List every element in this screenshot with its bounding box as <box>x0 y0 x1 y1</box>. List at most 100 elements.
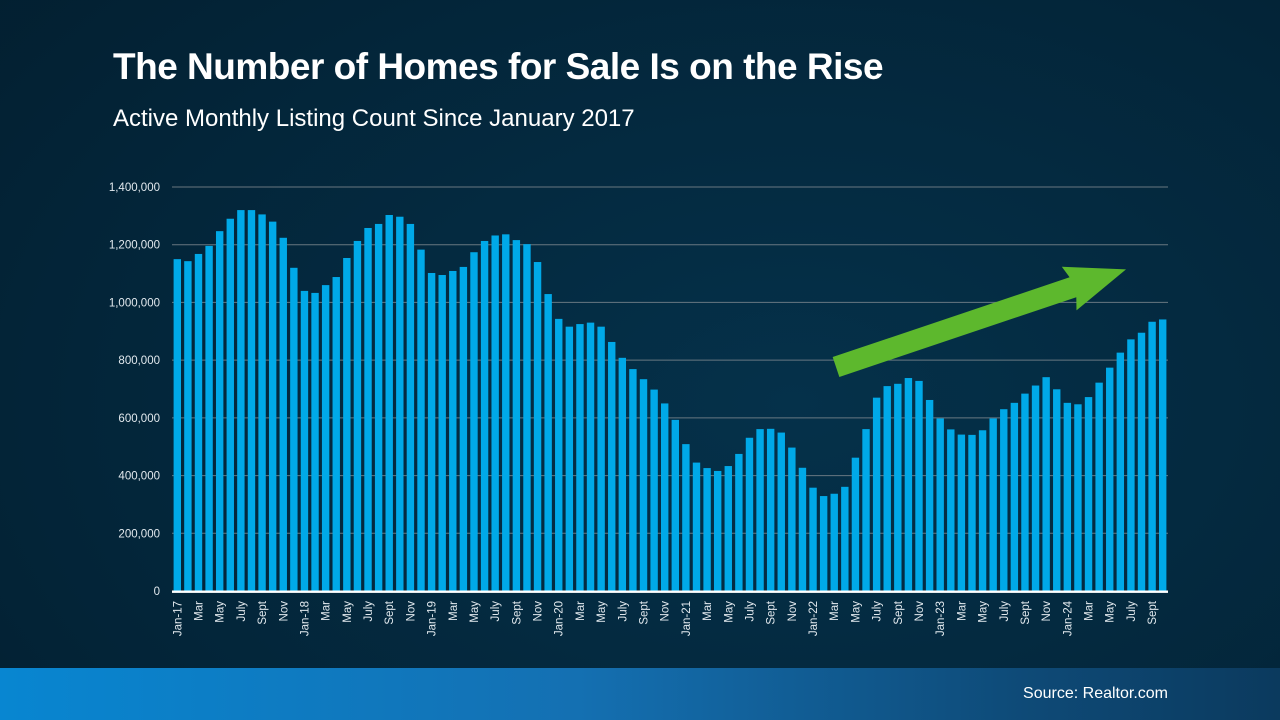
bar <box>258 214 266 591</box>
x-tick-label: Mar <box>575 601 587 621</box>
bar <box>343 257 351 591</box>
bar <box>915 380 923 591</box>
bar <box>449 270 457 591</box>
bar <box>894 383 902 591</box>
bar <box>618 357 627 591</box>
footer-bar: Source: Realtor.com <box>0 668 1280 720</box>
bar <box>851 457 860 591</box>
x-tick-label: Jan-19 <box>427 601 439 636</box>
x-tick-label: Jan-20 <box>554 601 566 636</box>
x-tick-label: July <box>490 601 502 622</box>
bar <box>184 261 192 591</box>
bar <box>268 221 277 591</box>
x-axis-line <box>172 590 1168 593</box>
x-tick-label: Mar <box>702 601 714 621</box>
x-tick-label: July <box>999 601 1011 622</box>
bar <box>374 223 383 591</box>
bar <box>1053 389 1061 591</box>
bar <box>502 234 510 591</box>
x-tick-label: Sept <box>639 600 651 624</box>
bar <box>215 231 224 591</box>
bar <box>300 290 309 591</box>
bar <box>682 444 690 591</box>
bar <box>512 240 521 591</box>
x-tick-label: May <box>342 601 354 623</box>
x-tick-label: Sept <box>893 600 905 624</box>
bar <box>1127 339 1135 591</box>
x-tick-label: May <box>1105 601 1117 623</box>
bar <box>533 262 542 591</box>
y-tick-label: 200,000 <box>118 528 160 540</box>
x-tick-label: Mar <box>321 601 333 621</box>
x-tick-label: Sept <box>511 600 523 624</box>
x-tick-label: July <box>872 601 884 622</box>
bar <box>417 249 425 591</box>
y-tick-label: 1,000,000 <box>109 297 160 309</box>
bar <box>1000 409 1008 591</box>
bar <box>1042 377 1050 591</box>
bar <box>470 252 478 591</box>
bar <box>1159 319 1167 591</box>
bar <box>173 259 181 591</box>
x-tick-label: July <box>617 601 629 622</box>
bar <box>480 240 489 591</box>
bar <box>724 466 732 591</box>
bar <box>978 430 987 591</box>
y-tick-label: 1,400,000 <box>109 182 160 194</box>
y-tick-label: 400,000 <box>118 471 160 483</box>
bar <box>576 324 584 591</box>
bar <box>1095 382 1103 591</box>
x-tick-label: July <box>744 601 756 622</box>
bar <box>396 216 404 591</box>
x-tick-label: Nov <box>660 601 672 622</box>
x-tick-label: Nov <box>533 601 545 622</box>
bar <box>544 294 552 591</box>
bar <box>1084 397 1093 591</box>
x-tick-label: Mar <box>193 601 205 621</box>
bar <box>427 272 436 591</box>
x-tick-label: July <box>363 601 375 622</box>
bar <box>1137 332 1146 591</box>
bar <box>1116 352 1125 591</box>
bar <box>766 428 775 591</box>
x-tick-label: Nov <box>1041 601 1053 622</box>
bar <box>745 437 754 591</box>
upward-trend-arrow-icon <box>832 266 1127 377</box>
bar <box>1106 367 1114 591</box>
page-subtitle: Active Monthly Listing Count Since Janua… <box>113 105 635 132</box>
x-tick-label: May <box>469 601 481 623</box>
bar <box>205 245 213 591</box>
bar <box>788 447 796 591</box>
bar <box>247 210 256 591</box>
x-tick-label: July <box>1126 601 1138 622</box>
bar <box>830 493 838 591</box>
y-tick-label: 600,000 <box>118 413 160 425</box>
bar <box>608 341 616 591</box>
bar <box>735 453 743 591</box>
bar <box>809 487 817 591</box>
bar <box>703 468 711 591</box>
x-tick-label: Sept <box>384 600 396 624</box>
page-title: The Number of Homes for Sale Is on the R… <box>113 46 884 87</box>
bar <box>523 244 531 591</box>
bar <box>385 214 393 592</box>
bar <box>947 429 955 591</box>
bar <box>629 369 637 591</box>
bar <box>226 218 234 592</box>
x-tick-label: Jan-22 <box>808 601 820 636</box>
x-tick-label: Nov <box>405 601 417 622</box>
bar <box>798 467 807 591</box>
bar <box>862 429 870 591</box>
bar <box>713 470 722 591</box>
bar <box>989 418 997 591</box>
bar <box>438 275 446 591</box>
bar <box>904 378 913 591</box>
bar <box>777 432 785 591</box>
y-tick-label: 800,000 <box>118 355 160 367</box>
x-tick-label: May <box>596 601 608 623</box>
bar <box>841 486 849 591</box>
bar <box>364 227 372 592</box>
bar <box>311 292 319 591</box>
